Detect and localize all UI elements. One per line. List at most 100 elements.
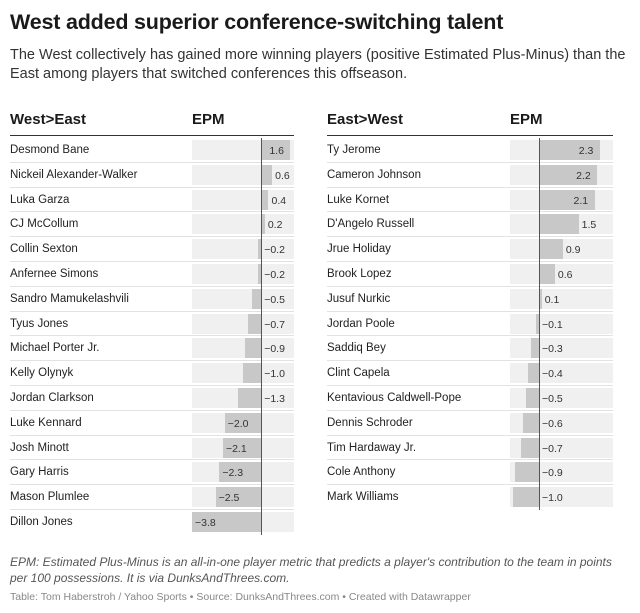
- zero-line: [539, 212, 541, 238]
- zero-line: [539, 410, 541, 436]
- east-epm-header: EPM: [510, 111, 543, 128]
- epm-bar-track: 1.6: [192, 138, 294, 163]
- zero-line: [539, 237, 541, 263]
- table-row: Josh Minott −2.1: [10, 435, 294, 461]
- player-name: Cole Anthony: [327, 466, 396, 479]
- zero-line: [261, 311, 263, 337]
- epm-bar: [525, 388, 540, 408]
- epm-value-label: 0.6: [275, 169, 290, 182]
- epm-value-label: 1.5: [581, 219, 597, 232]
- epm-bar-track: 0.9: [510, 237, 613, 263]
- table-row: Cameron Johnson 2.2: [327, 162, 613, 188]
- player-name: Brook Lopez: [327, 268, 392, 280]
- epm-bar: [261, 140, 291, 160]
- table-row: Dillon Jones −3.8: [10, 510, 294, 535]
- player-name: Dillon Jones: [10, 516, 73, 528]
- methodology-note: EPM: Estimated Plus-Minus is an all-in-o…: [10, 555, 612, 585]
- epm-bar-track: −0.6: [510, 410, 613, 436]
- zero-line: [261, 386, 263, 411]
- epm-value-label: 2.1: [573, 194, 589, 207]
- zero-line: [539, 311, 541, 337]
- player-name: Jordan Poole: [327, 317, 395, 330]
- player-name: Saddiq Bey: [327, 342, 386, 355]
- player-name: Collin Sexton: [10, 243, 78, 256]
- epm-bar: [515, 462, 540, 483]
- table-row: Mason Plumlee −2.5: [10, 485, 294, 511]
- epm-bar: [528, 363, 540, 384]
- epm-value-label: −0.3: [542, 343, 563, 356]
- epm-value-label: −0.9: [542, 467, 563, 480]
- chart-subtitle: The West collectively has gained more wi…: [10, 47, 626, 82]
- epm-value-label: −0.7: [542, 442, 563, 455]
- west-epm-header: EPM: [192, 111, 225, 128]
- player-name: Tim Hardaway Jr.: [327, 441, 417, 454]
- table-row: Kelly Olynyk −1.0: [10, 361, 294, 387]
- zero-line: [539, 386, 541, 411]
- player-name: Luke Kornet: [327, 193, 390, 206]
- epm-value-label: 1.6: [269, 145, 284, 157]
- player-name: Nickeil Alexander-Walker: [10, 168, 138, 181]
- player-name: CJ McCollum: [10, 218, 79, 231]
- player-name: Josh Minott: [10, 441, 69, 454]
- epm-value-label: −0.2: [264, 244, 285, 257]
- epm-bar-track: −2.0: [192, 410, 294, 436]
- table-row: Clint Capela −0.4: [327, 361, 613, 387]
- player-name: Jusuf Nurkic: [327, 292, 391, 305]
- epm-bar: [252, 288, 262, 309]
- epm-bar-track: 0.6: [192, 162, 294, 188]
- table-row: Nickeil Alexander-Walker 0.6: [10, 162, 294, 188]
- zero-line: [261, 262, 263, 287]
- epm-bar: [243, 363, 262, 384]
- table-row: Cole Anthony −0.9: [327, 460, 613, 486]
- epm-value-label: −0.4: [542, 368, 563, 381]
- table-row: Sandro Mamukelashvili −0.5: [10, 286, 294, 312]
- epm-bar-track: −0.4: [510, 361, 613, 387]
- epm-bar: [192, 512, 262, 532]
- zero-line: [539, 262, 541, 287]
- source-footer: Table: Tom Haberstroh / Yahoo Sports • S…: [10, 591, 471, 603]
- epm-value-label: −0.6: [542, 417, 563, 430]
- epm-bar: [539, 164, 598, 185]
- zero-line: [539, 361, 541, 387]
- epm-value-label: −1.3: [264, 393, 285, 405]
- epm-value-label: −0.9: [264, 343, 285, 356]
- table-row: Jrue Holiday 0.9: [327, 237, 613, 263]
- epm-bar-track: −2.3: [192, 460, 294, 486]
- table-row: Kentavious Caldwell-Pope −0.5: [327, 386, 613, 411]
- zero-line: [261, 485, 263, 511]
- epm-bar: [261, 189, 269, 210]
- epm-bar: [539, 239, 563, 260]
- epm-value-label: −2.3: [222, 467, 244, 480]
- epm-bar: [539, 288, 542, 309]
- epm-bar-track: −0.2: [192, 237, 294, 263]
- table-row: Tim Hardaway Jr. −0.7: [327, 435, 613, 461]
- epm-value-label: −0.1: [542, 318, 563, 331]
- epm-value-label: −0.7: [264, 318, 285, 331]
- table-row: Luka Garza 0.4: [10, 187, 294, 213]
- east-header-rule: [327, 135, 613, 136]
- epm-value-label: 0.9: [565, 244, 581, 257]
- epm-bar-track: 0.4: [192, 187, 294, 213]
- epm-bar: [539, 264, 555, 284]
- table-row: Jordan Clarkson −1.3: [10, 386, 294, 411]
- epm-value-label: 2.2: [576, 169, 591, 182]
- epm-bar-track: −0.9: [510, 460, 613, 486]
- epm-value-label: 0.4: [271, 194, 287, 207]
- epm-value-label: 0.2: [267, 219, 283, 232]
- zero-line: [261, 237, 263, 263]
- epm-bar-track: −3.8: [192, 510, 294, 535]
- table-row: CJ McCollum 0.2: [10, 212, 294, 238]
- player-name: Kelly Olynyk: [10, 367, 74, 380]
- epm-value-label: −0.5: [542, 393, 563, 405]
- player-name: Dennis Schroder: [327, 416, 413, 429]
- epm-value-label: 0.1: [544, 293, 560, 306]
- west-column-header: West>East: [10, 111, 87, 128]
- player-name: D'Angelo Russell: [327, 218, 415, 231]
- player-name: Jordan Clarkson: [10, 392, 94, 404]
- epm-bar-track: −1.3: [192, 386, 294, 411]
- epm-bar: [539, 140, 600, 160]
- table-row: Anfernee Simons −0.2: [10, 262, 294, 287]
- epm-bar: [215, 487, 262, 508]
- epm-bar-track: −0.7: [510, 435, 613, 461]
- player-name: Kentavious Caldwell-Pope: [327, 392, 462, 404]
